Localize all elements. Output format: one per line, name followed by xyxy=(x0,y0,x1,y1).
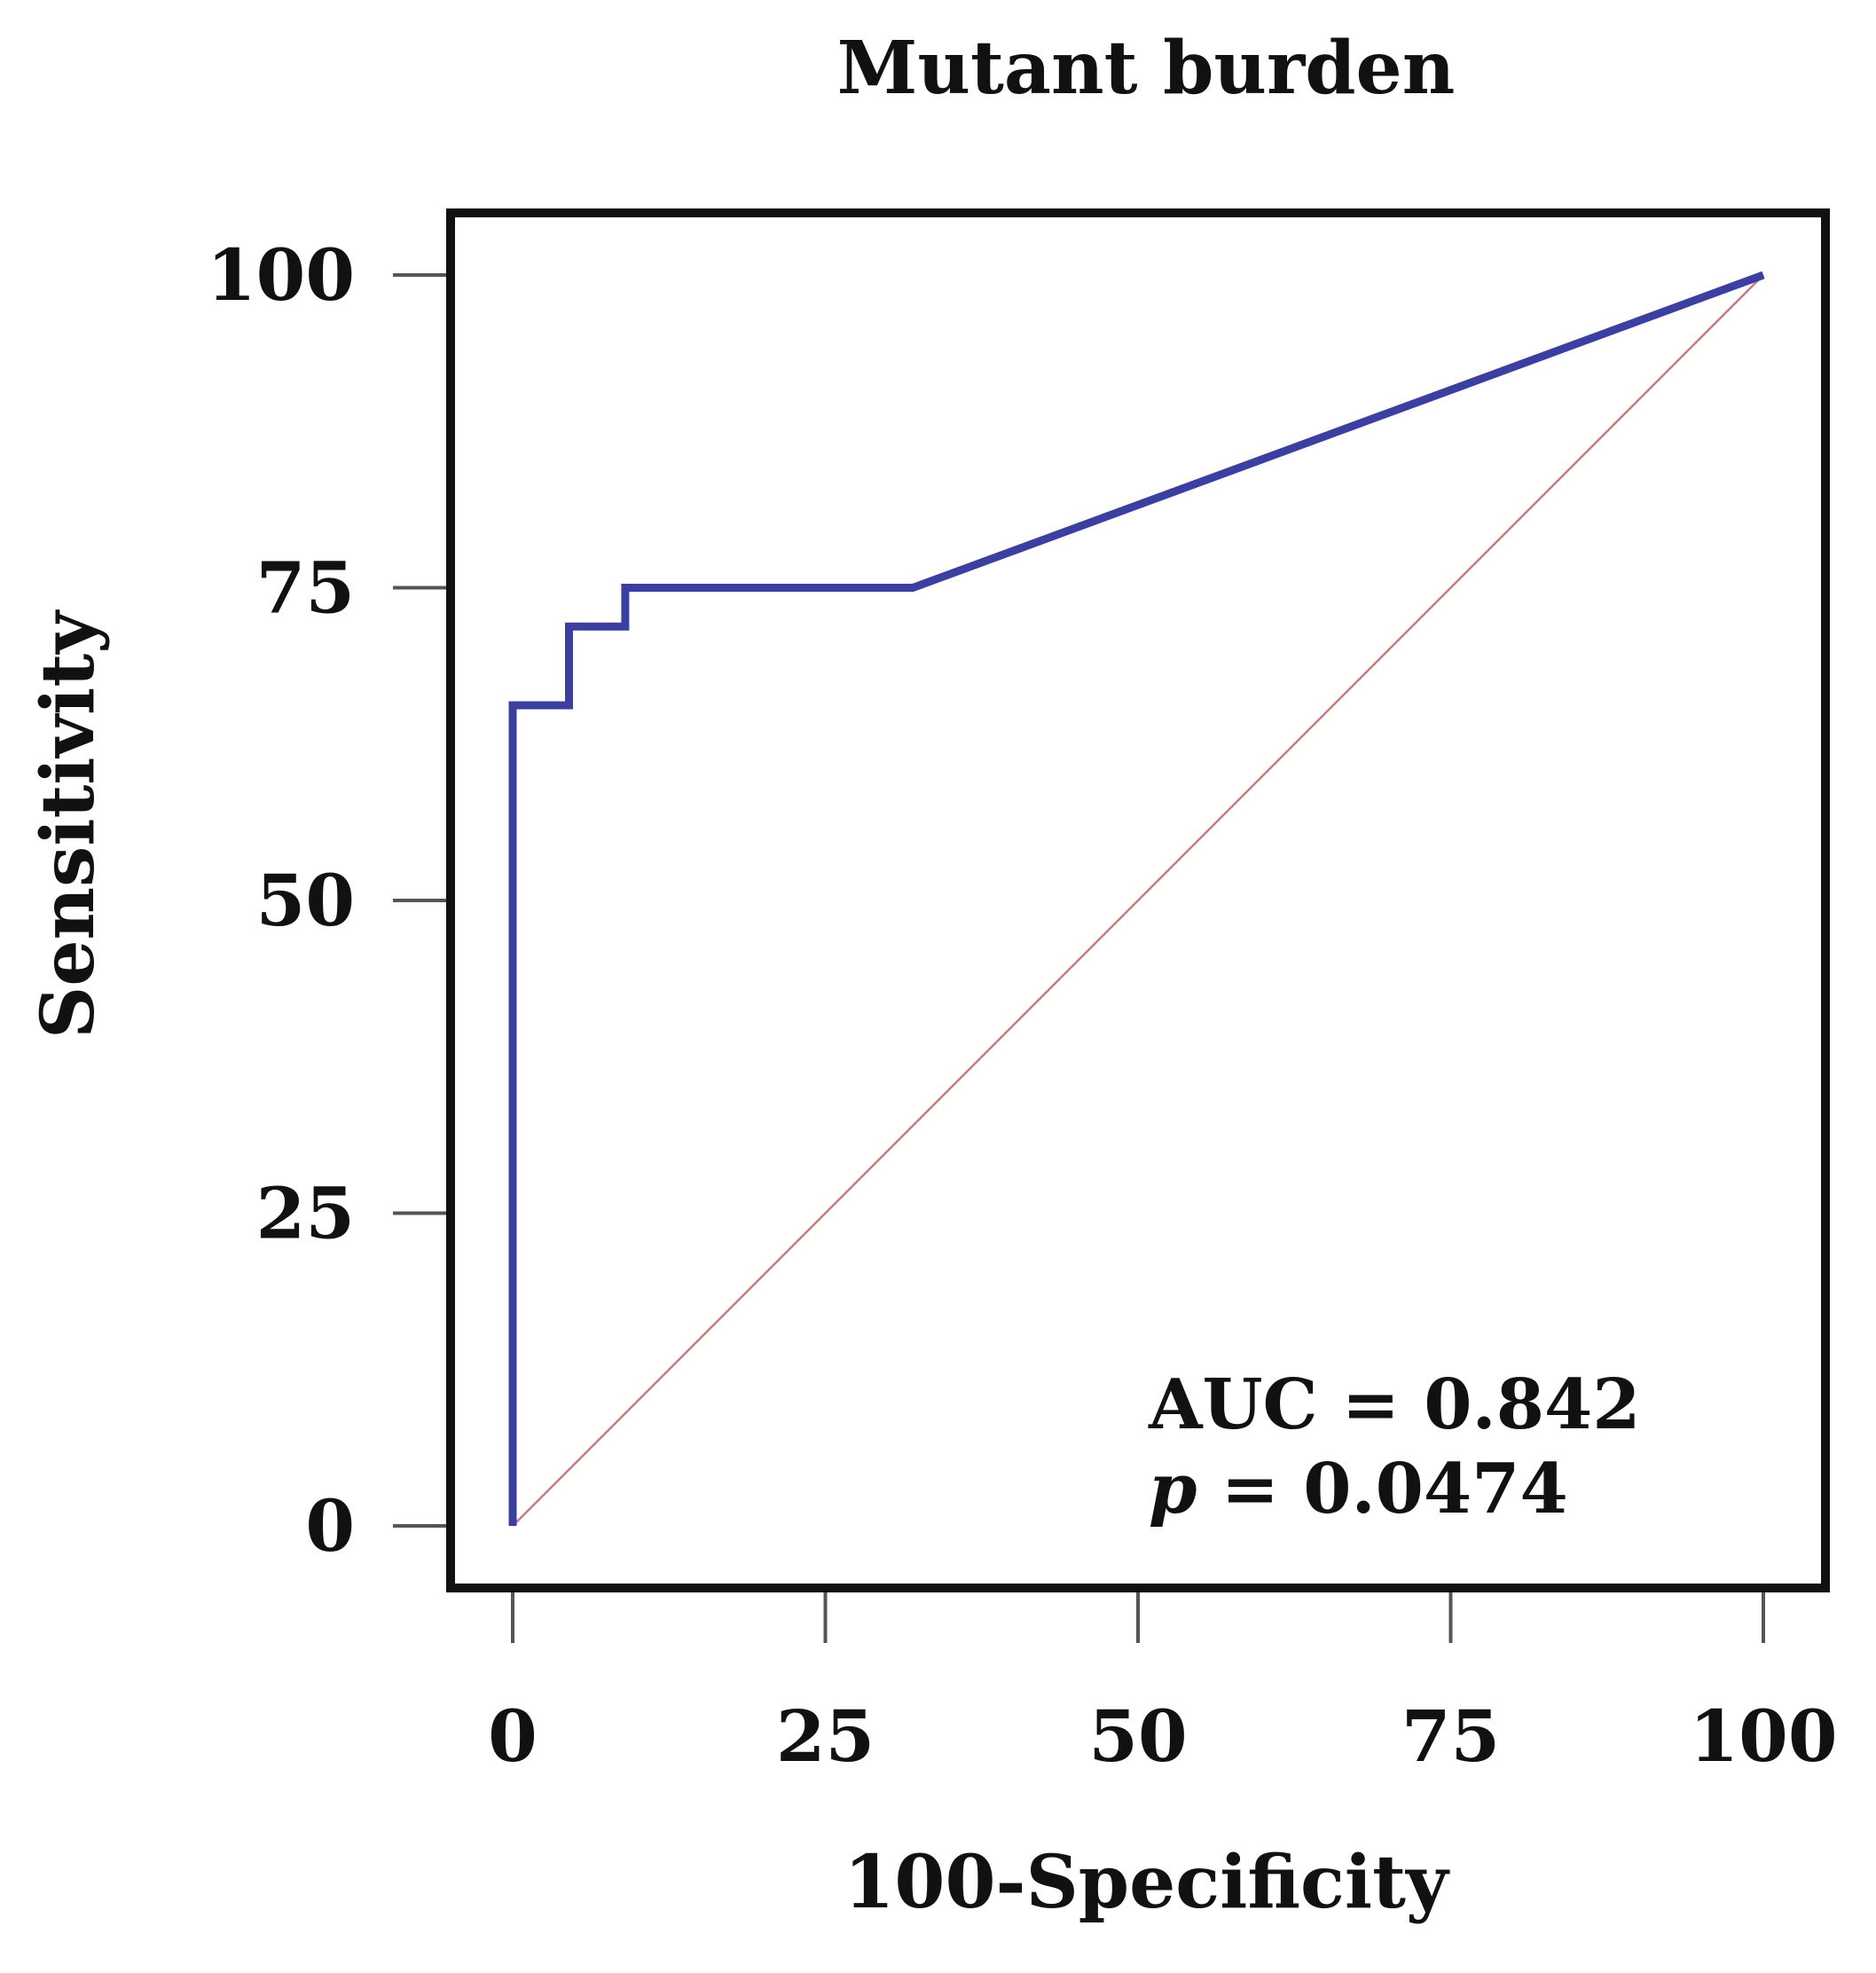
roc-curve-line xyxy=(508,271,1765,1526)
x-tick-label-100: 100 xyxy=(1690,1694,1838,1778)
x-tick-label-0: 0 xyxy=(488,1694,538,1778)
series-layer xyxy=(508,271,1765,1527)
p-symbol: p xyxy=(1149,1449,1197,1529)
x-tick-label-75: 75 xyxy=(1401,1694,1500,1778)
y-axis-label: Sensitivity xyxy=(26,609,111,1039)
chart-title: Mutant burden xyxy=(837,26,1456,111)
auc-annotation: AUC = 0.842 xyxy=(1148,1364,1641,1445)
x-axis-label: 100-Specificity xyxy=(844,1840,1450,1925)
y-tick-label-100: 100 xyxy=(207,233,355,317)
plot-frame xyxy=(446,208,1830,1592)
reference-diagonal-line xyxy=(512,274,1764,1527)
x-tick-label-25: 25 xyxy=(776,1694,875,1778)
p-value-text: = 0.0474 xyxy=(1197,1449,1568,1529)
y-tick-label-50: 50 xyxy=(256,859,355,942)
y-tick-label-0: 0 xyxy=(305,1484,355,1568)
y-tick-label-25: 25 xyxy=(256,1172,355,1255)
axis-layer: 0 25 50 75 100 0 25 50 75 100 xyxy=(207,233,1838,1778)
x-tick-label-50: 50 xyxy=(1088,1694,1187,1778)
y-tick-label-75: 75 xyxy=(256,546,355,630)
p-value-annotation: p = 0.0474 xyxy=(1149,1449,1568,1529)
